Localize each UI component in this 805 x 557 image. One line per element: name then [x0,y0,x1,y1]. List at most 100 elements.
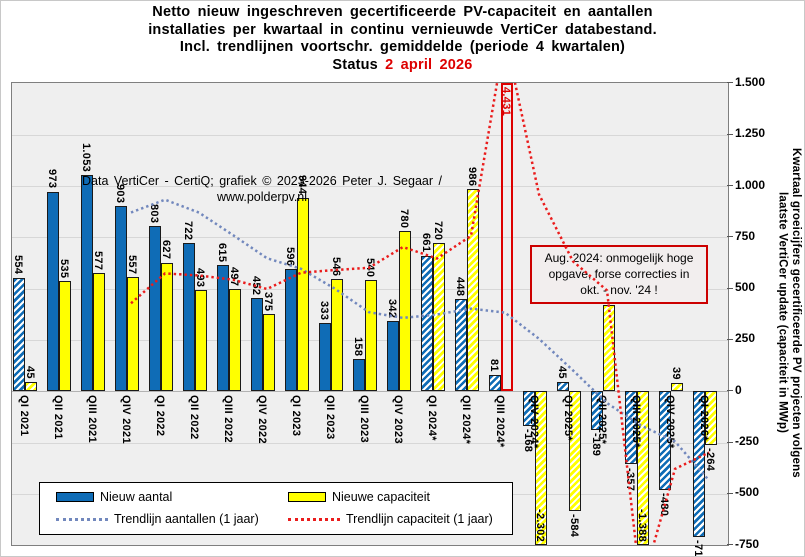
bar-aantal-QIV-2022 [251,298,263,392]
chart-title-line2: installaties per kwartaal in continu ver… [148,21,657,38]
bar-label-aantal-QI-2024-: 661 [420,233,432,253]
bar-label-capaciteit-QIV-2021: 557 [126,254,138,274]
x-axis-label-QIV-2021: QIV 2021 [120,395,132,445]
x-axis-label-QIV-2025-: QIV 2025* [664,395,676,449]
legend-swatch-nieuw-aantal [56,492,94,502]
bar-aantal-QIII-2021 [81,175,93,392]
credit-line2: www.polderpv.nl [216,190,308,204]
bar-label-aantal-QIV-2023: 342 [386,298,398,318]
x-axis-label-QIV-2024-: QIV 2024* [528,395,540,449]
bar-capaciteit-QIV-2021 [127,276,139,392]
legend-swatch-trend-capaciteit [288,517,340,521]
bar-label-aantal-QI-2026-: -712 [692,540,704,557]
bar-label-aantal-QII-2021: 973 [46,169,58,189]
x-axis-label-QI-2023: QI 2023 [290,395,302,437]
right-axis-tick-label-500: 500 [735,280,756,295]
bar-label-aantal-QIII-2025-: -357 [624,467,636,491]
right-axis-tick-label-1250: 1.250 [735,126,766,141]
chart-plot-area: Data VertiCer - CertiQ; grafiek © 2023-2… [11,82,729,556]
right-axis-tick-0 [727,390,733,392]
x-axis-label-QI-2026-: QI 2026* [698,395,710,442]
bar-capaciteit-QII-2023 [331,279,343,392]
x-axis-label-QIII-2022: QIII 2022 [222,395,234,444]
annotation-line1: Aug. 2024: onmogelijk hoge [544,251,694,265]
bar-aantal-QIV-2023 [387,321,399,392]
legend-item-nieuwe-capaciteit: Nieuwe capaciteit [288,490,430,504]
bar-capaciteit-QIV-2022 [263,314,275,392]
annotation-line3: okt. - nov. '24 ! [580,283,658,297]
right-axis-tick--750 [727,544,733,546]
right-axis-tick-1500 [727,82,733,84]
bar-label-capaciteit-QIII-2022: 497 [228,266,240,287]
bar-aantal-QIV-2025- [659,391,671,490]
right-axis-tick-label--750: -750 [735,536,760,551]
bar-capaciteit-QIII-2022 [229,289,241,392]
bar-label-capaciteit-QII-2023: 546 [330,256,342,277]
bar-capaciteit-QIII-2021 [93,272,105,392]
right-axis-tick-750 [727,236,733,238]
credit-line1: Data VertiCer - CertiQ; grafiek © 2023-2… [82,174,442,188]
trendline-capaciteit [130,83,710,545]
bar-aantal-QI-2025- [557,382,569,392]
bar-label-capaciteit-QIII-2021: 577 [92,250,104,270]
x-axis-label-QII-2025-: QII 2025* [596,395,608,445]
bar-aantal-QIII-2025- [625,391,637,465]
legend: Nieuw aantal Nieuwe capaciteit Trendlijn… [39,482,513,535]
legend-item-trend-capaciteit: Trendlijn capaciteit (1 jaar) [288,512,493,526]
right-axis-tick-label--500: -500 [735,485,760,500]
legend-label-nieuwe-capaciteit: Nieuwe capaciteit [332,490,430,504]
bar-capaciteit-QI-2021 [25,382,37,392]
bar-aantal-QII-2025- [591,391,603,430]
bar-label-aantal-QIII-2024-: 81 [488,358,500,372]
credit-text: Data VertiCer - CertiQ; grafiek © 2023-2… [42,173,482,205]
trendline-aantallen [130,198,710,482]
bar-capaciteit-QII-2021 [59,281,71,392]
bar-label-capaciteit-QI-2025-: -584 [568,514,580,538]
bar-capaciteit-QIV-2025- [671,383,683,392]
bar-label-aantal-QII-2023: 333 [318,300,330,320]
legend-label-nieuw-aantal: Nieuw aantal [100,490,173,504]
bar-label-capaciteit-QII-2022: 493 [194,267,206,287]
x-axis-label-QI-2022: QI 2022 [154,395,166,437]
gridline-0 [12,391,728,393]
bar-aantal-QIII-2023 [353,358,365,392]
right-axis-tick--250 [727,441,733,443]
bar-label-capaciteit-QIV-2023: 780 [398,208,410,229]
bar-capaciteit-QII-2024- [467,188,479,392]
bar-aantal-QII-2024- [455,299,467,392]
bar-capaciteit-QI-2026- [705,391,717,446]
status-date: 2 april 2026 [385,56,473,73]
bar-label-capaciteit-QI-2023: 944 [296,175,308,195]
x-axis-label-QII-2022: QII 2022 [188,395,200,440]
bar-aantal-QIV-2024- [523,391,535,426]
x-axis-label-QI-2021: QI 2021 [18,395,30,437]
x-axis-label-QIII-2024-: QIII 2024* [494,395,506,448]
bar-label-aantal-QI-2025-: 45 [556,366,568,379]
chart-title-line1: Netto nieuw ingeschreven gecertificeerde… [152,4,653,20]
trendlines-layer [130,83,710,545]
legend-item-trend-aantallen: Trendlijn aantallen (1 jaar) [56,512,259,526]
bar-capaciteit-QIV-2023 [399,231,411,392]
x-axis-label-QII-2023: QII 2023 [324,395,336,440]
right-axis-tick-label-250: 250 [735,331,756,346]
right-axis-title-line1: Kwartaal groeicijfers gecertificeerde PV… [790,148,802,478]
gridline-750 [12,237,728,239]
right-axis-tick-250 [727,338,733,340]
bar-aantal-QII-2022 [183,243,195,392]
gridline--250 [12,442,728,444]
bar-label-aantal-QIV-2024-: -168 [522,428,534,452]
bar-label-capaciteit-QIV-2025-: 39 [670,367,682,381]
right-axis-tick-label-1500: 1.500 [735,74,766,89]
gridline-1000 [12,186,728,187]
legend-swatch-nieuwe-capaciteit [288,492,326,502]
x-axis-label-QI-2025-: QI 2025* [562,395,574,442]
bar-label-aantal-QIII-2022: 615 [216,242,228,262]
bar-label-capaciteit-QII-2021: 535 [58,259,70,279]
bar-label-capaciteit-QI-2024-: 720 [432,221,444,241]
bar-aantal-QIII-2022 [217,265,229,392]
x-axis-label-QI-2024-: QI 2024* [426,395,438,442]
bar-label-aantal-QI-2022: 803 [148,204,160,224]
bar-capaciteit-QI-2023 [297,197,309,392]
right-axis-tick-label--250: -250 [735,434,760,448]
